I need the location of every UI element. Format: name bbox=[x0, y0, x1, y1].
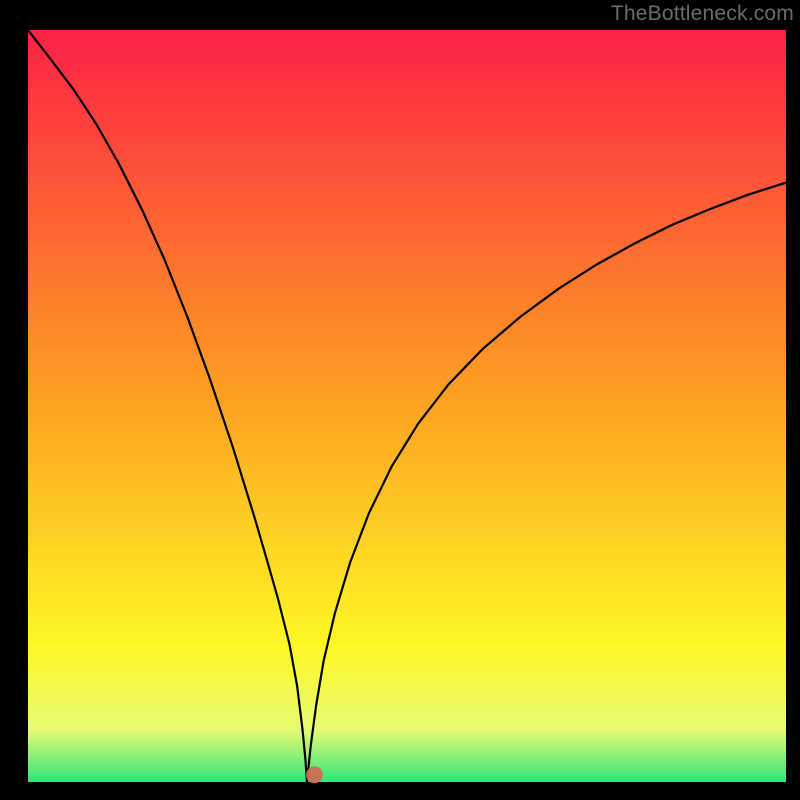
chart-frame: TheBottleneck.com bbox=[0, 0, 800, 800]
min-marker bbox=[306, 766, 323, 783]
watermark-text: TheBottleneck.com bbox=[611, 2, 794, 26]
plot-area bbox=[28, 30, 786, 782]
bottleneck-curve bbox=[28, 30, 786, 782]
curve-layer bbox=[28, 30, 786, 782]
